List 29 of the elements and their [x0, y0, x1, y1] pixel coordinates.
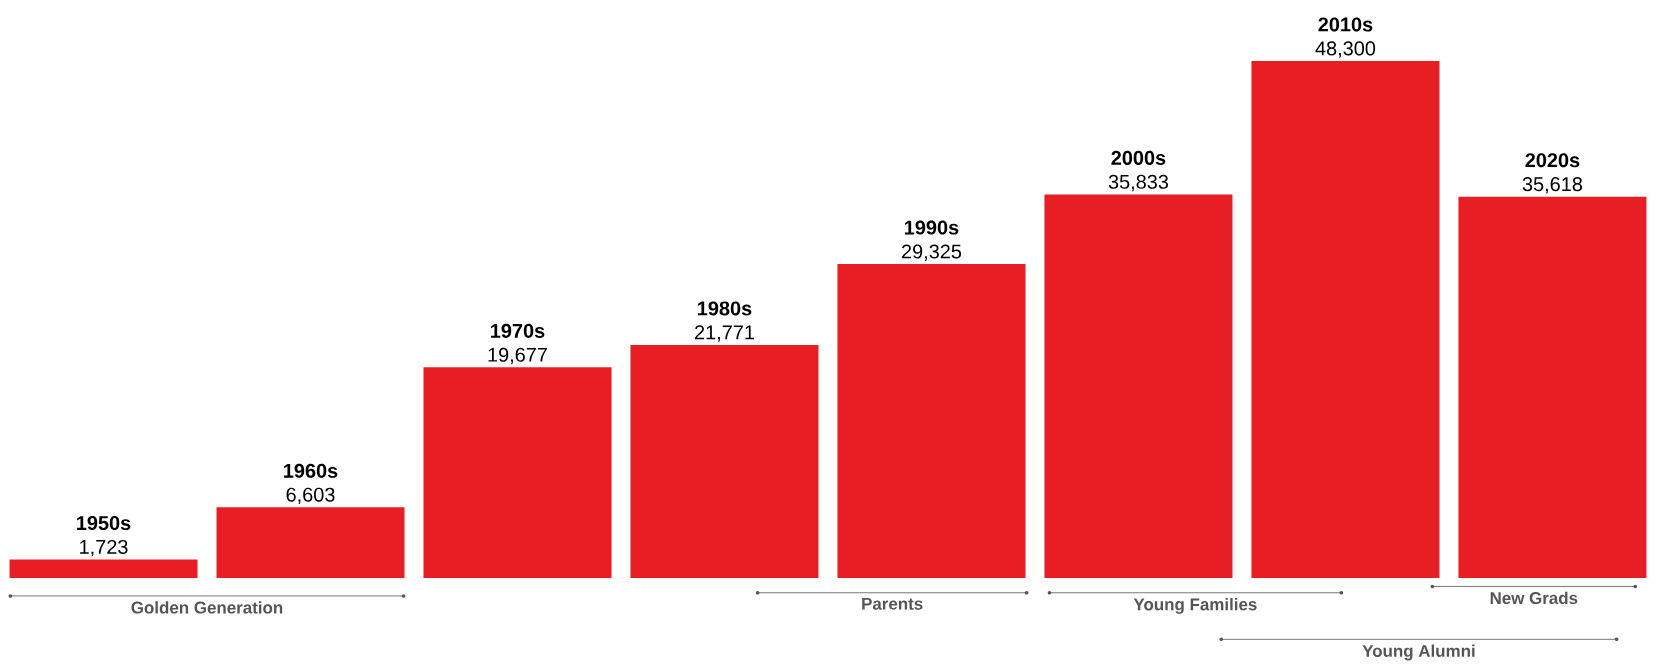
text: Young Alumni: [1362, 644, 1475, 661]
text: New Grads: [1490, 591, 1578, 605]
bar: [630, 344, 819, 578]
bar: [1251, 60, 1440, 578]
bar: [1458, 196, 1647, 578]
text: Young Families: [1133, 597, 1257, 614]
data-label: 35,618: [1522, 177, 1583, 194]
data-label: 21,771: [695, 325, 754, 342]
bar: [1044, 194, 1233, 578]
data-label: 29,325: [901, 244, 962, 261]
x-tick-label: 2020s: [1525, 153, 1580, 168]
x-tick-label: 2000s: [1111, 150, 1166, 165]
data-label: 6,603: [286, 487, 335, 505]
x-tick-label: 1950s: [77, 515, 131, 531]
data-label: 1,723: [80, 539, 128, 557]
x-tick-label: 1960s: [284, 463, 338, 478]
data-label: 19,677: [488, 347, 547, 365]
bar: [9, 559, 198, 578]
bar: [216, 507, 405, 578]
x-tick-label: 1990s: [905, 220, 959, 235]
bar: [423, 367, 612, 578]
x-tick-label: 1980s: [698, 301, 752, 316]
data-label: 48,300: [1315, 41, 1376, 58]
x-tick-label: 2010s: [1318, 17, 1373, 32]
bar: [837, 264, 1026, 578]
x-tick-label: 1970s: [491, 323, 545, 338]
data-label: 35,833: [1108, 174, 1169, 192]
text: Parents: [862, 597, 923, 610]
text: Golden Generation: [131, 601, 283, 614]
